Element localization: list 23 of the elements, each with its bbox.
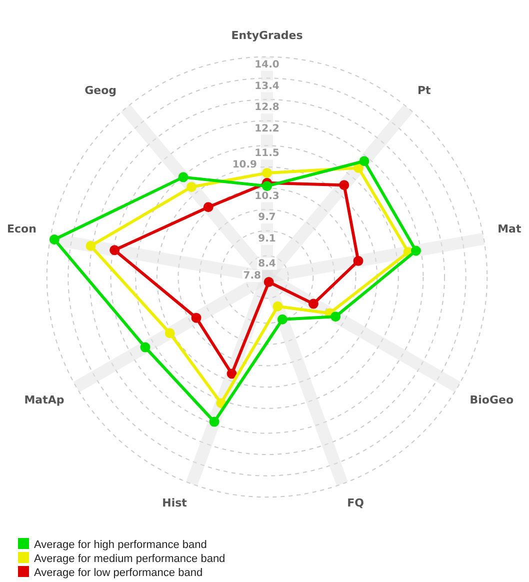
y-tick-label: 10.3 xyxy=(254,190,280,202)
spoke-label: BioGeo xyxy=(470,394,514,407)
spoke-label: MatAp xyxy=(24,394,64,407)
y-tick-label: 12.8 xyxy=(254,102,280,114)
y-tick-label: 7.8 xyxy=(243,270,262,282)
y-tick-label: 9.7 xyxy=(258,212,276,224)
legend-label: Average for low performance band xyxy=(34,567,203,579)
y-tick-label: 12.2 xyxy=(254,123,280,134)
y-tick-label: 11.5 xyxy=(254,148,280,160)
y-tick-label: 14.0 xyxy=(254,59,280,70)
spoke-label: EntyGrades xyxy=(231,29,304,42)
spoke-label: Geog xyxy=(84,84,116,97)
y-tick-label: 13.4 xyxy=(254,80,280,92)
spoke-label: Mat xyxy=(498,222,522,236)
y-tick-label: 10.9 xyxy=(232,160,258,171)
spoke-label: Pt xyxy=(418,84,431,97)
legend-label: Average for high performance band xyxy=(34,539,207,551)
spoke-label: FQ xyxy=(347,496,364,510)
legend-label: Average for medium performance band xyxy=(34,553,226,565)
spoke-label: Econ xyxy=(6,222,36,236)
y-tick-label: 8.4 xyxy=(258,258,276,270)
y-tick-label: 9.1 xyxy=(258,233,276,244)
spoke-label: Hist xyxy=(162,496,187,510)
